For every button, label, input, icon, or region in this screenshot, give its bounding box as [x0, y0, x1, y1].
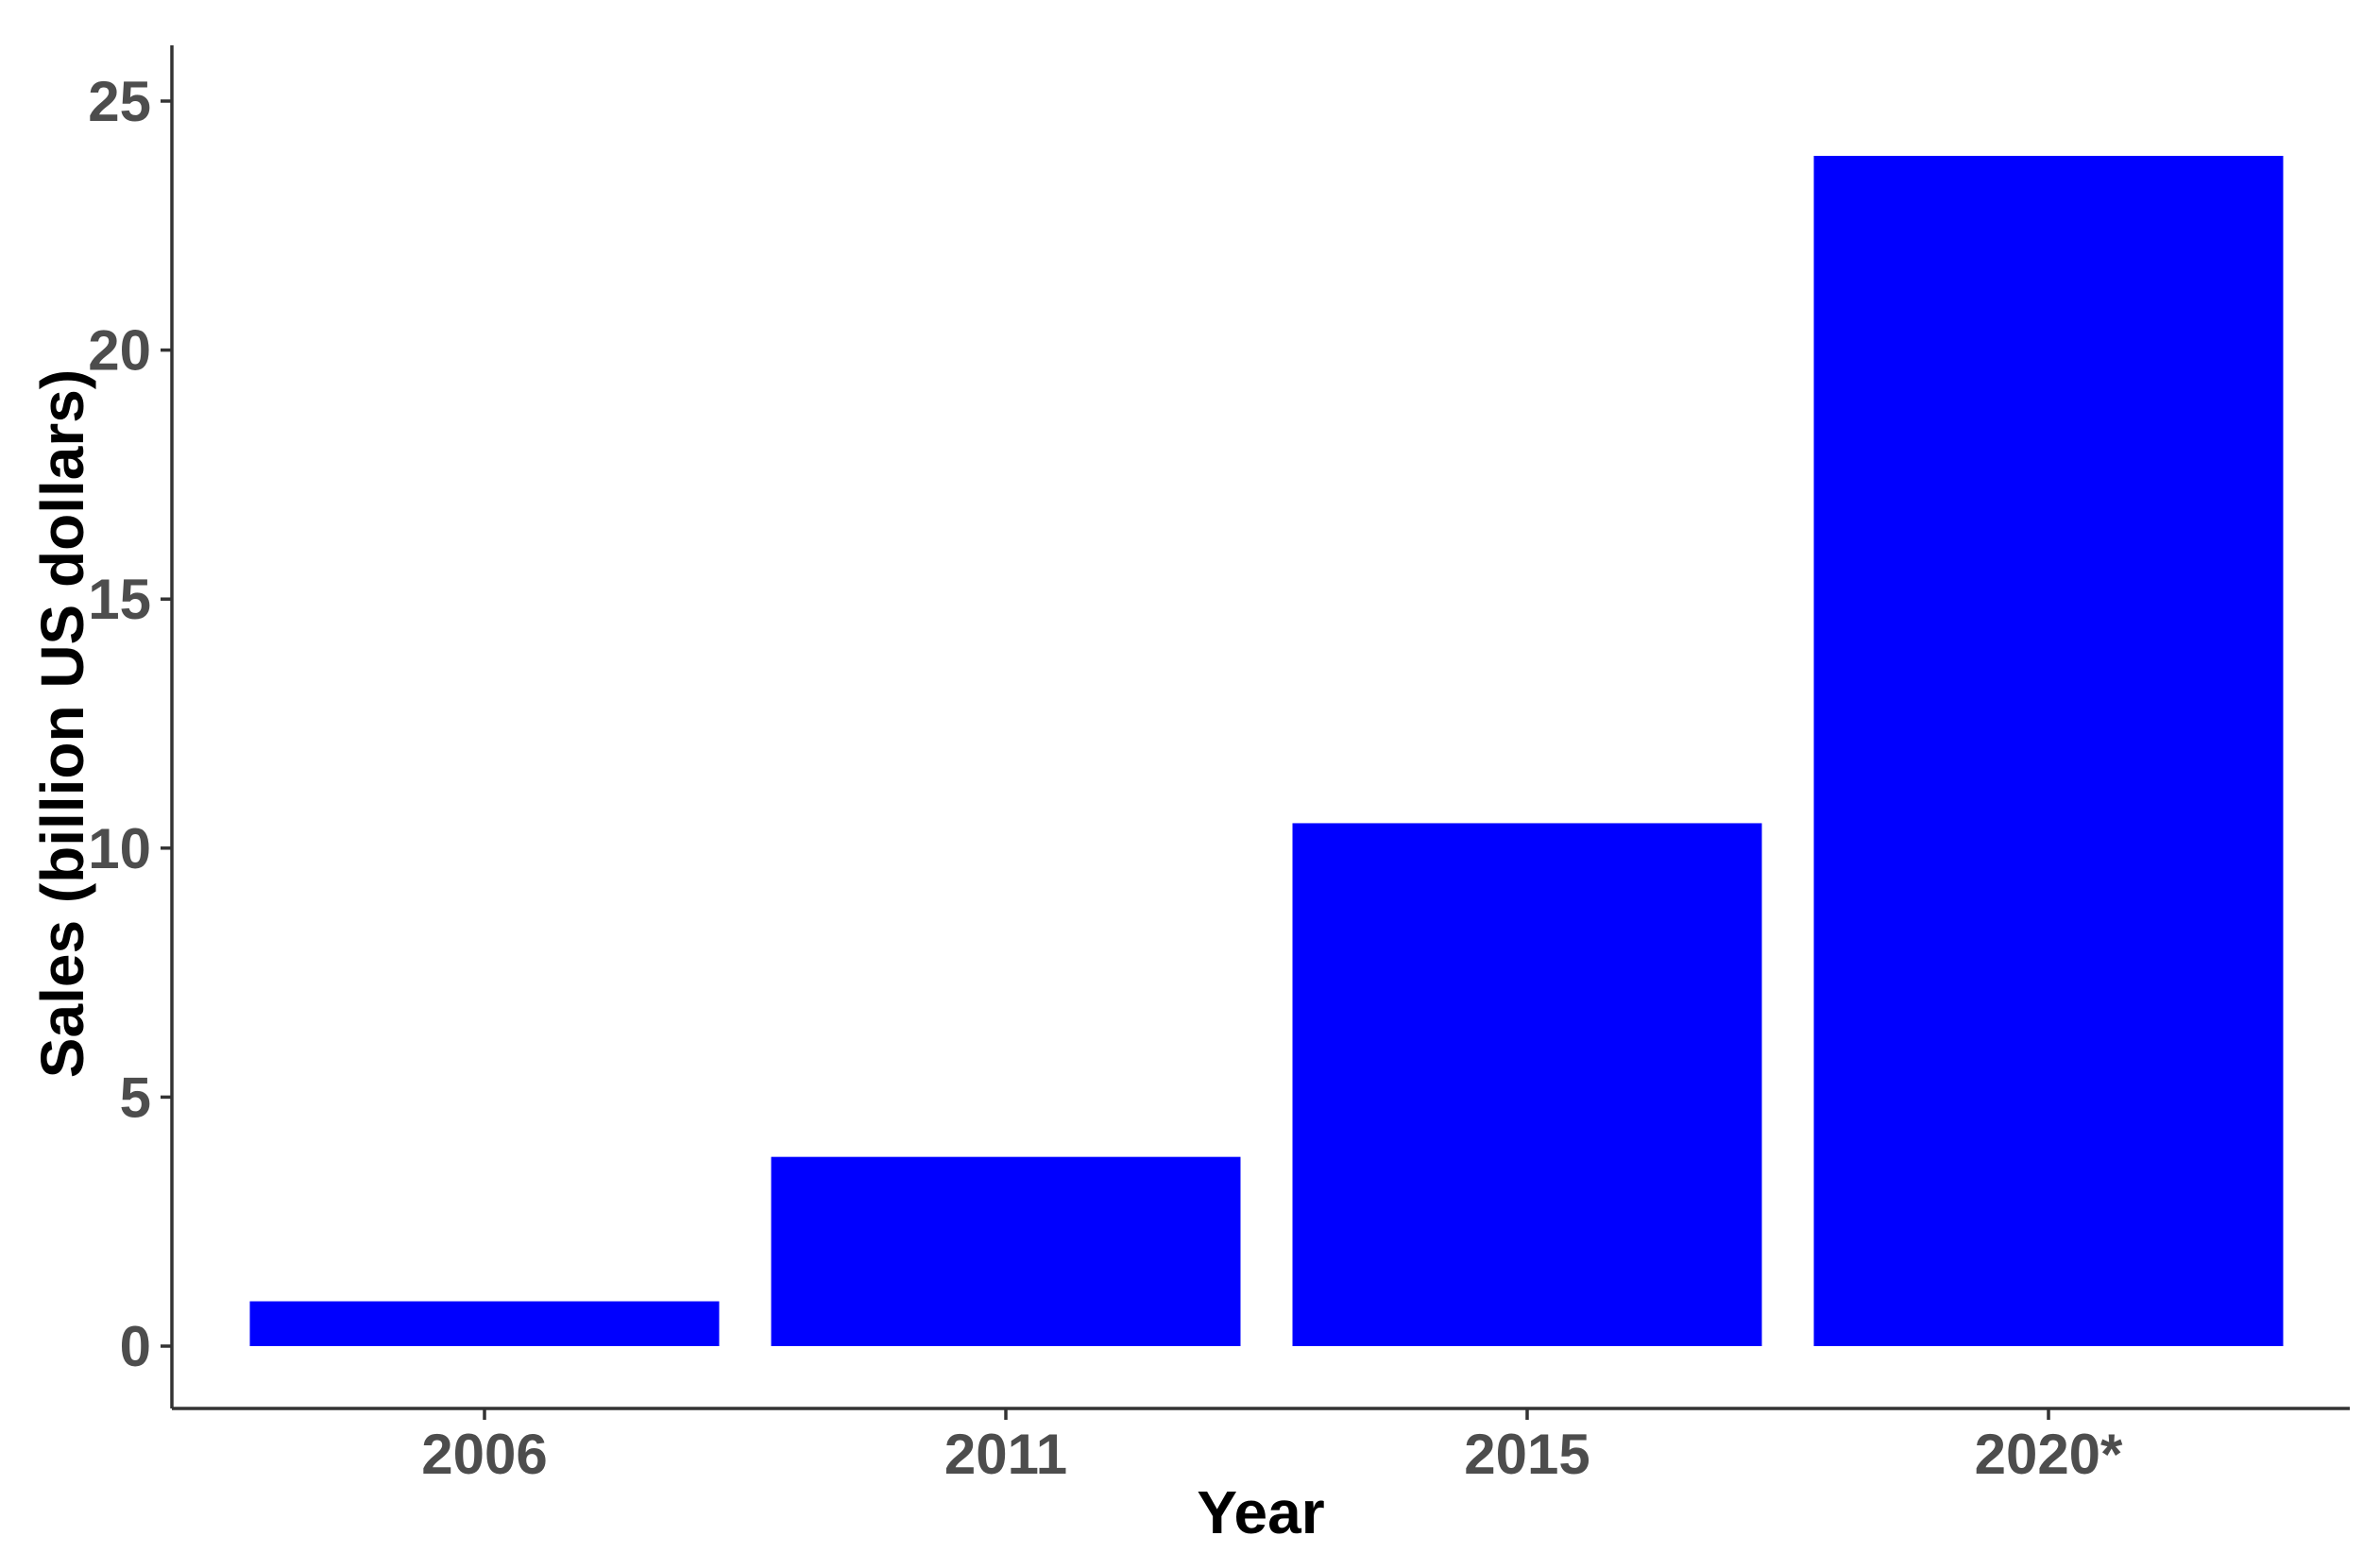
bar-2006	[249, 1301, 720, 1346]
bar-2011	[771, 1156, 1241, 1346]
y-tick-label: 10	[88, 817, 151, 880]
y-tick-label: 5	[120, 1066, 151, 1129]
x-tick-label: 2015	[1464, 1423, 1590, 1486]
y-axis-ticks: 0 5 10 15 20 25	[88, 70, 172, 1378]
x-axis-title: Year	[1197, 1478, 1324, 1546]
bars-group	[249, 155, 2284, 1347]
x-tick-label: 2020*	[1975, 1423, 2123, 1486]
y-tick-label: 25	[88, 70, 151, 133]
y-axis-title: Sales (billion US dollars)	[28, 369, 96, 1078]
bar-2015	[1292, 823, 1762, 1346]
x-axis-ticks: 2006 2011 2015 2020*	[421, 1408, 2123, 1486]
x-tick-label: 2006	[421, 1423, 547, 1486]
bar-2020	[1813, 155, 2284, 1347]
y-tick-label: 0	[120, 1315, 151, 1378]
y-tick-label: 15	[88, 568, 151, 631]
y-tick-label: 20	[88, 319, 151, 383]
x-tick-label: 2011	[944, 1423, 1067, 1486]
